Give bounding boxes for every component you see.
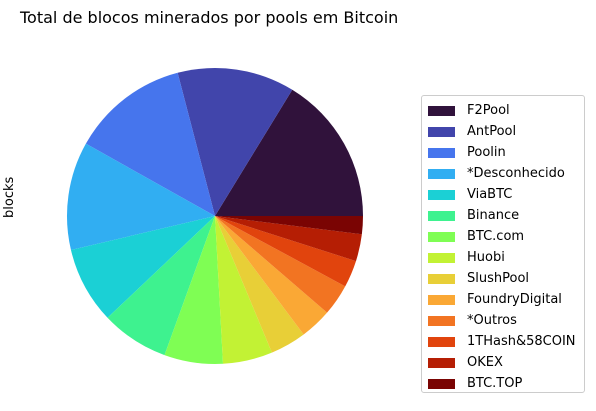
- pie-slice-huobi: [215, 216, 272, 364]
- pie-slice-desconhecido: [66, 143, 215, 251]
- legend-swatch: [428, 336, 455, 347]
- legend-label: OKEX: [467, 355, 503, 370]
- legend-item: ViaBTC: [428, 184, 584, 205]
- legend-label: SlushPool: [467, 271, 530, 286]
- legend-swatch: [428, 315, 455, 326]
- legend-label: BTC.TOP: [467, 376, 523, 391]
- legend-label: Poolin: [467, 145, 506, 160]
- pie-slice-binance: [107, 216, 215, 356]
- legend-swatch: [428, 189, 455, 200]
- legend-swatch: [428, 273, 455, 284]
- legend-label: Huobi: [467, 250, 505, 265]
- legend-item: BTC.com: [428, 226, 584, 247]
- legend-label: AntPool: [467, 124, 517, 139]
- pie-slice-btc-top: [215, 216, 363, 235]
- legend-swatch: [428, 294, 455, 305]
- legend-swatch: [428, 105, 455, 116]
- legend-swatch: [428, 357, 455, 368]
- pie-slice-viabtc: [70, 216, 215, 318]
- legend-swatch: [428, 168, 455, 179]
- legend-item: Binance: [428, 205, 584, 226]
- legend-item: SlushPool: [428, 268, 584, 289]
- legend-item: *Outros: [428, 310, 584, 331]
- legend-item: Poolin: [428, 142, 584, 163]
- pie-slice-btc-com: [164, 216, 224, 364]
- legend-item: BTC.TOP: [428, 373, 584, 394]
- legend-label: F2Pool: [467, 103, 510, 118]
- legend-label: FoundryDigital: [467, 292, 562, 307]
- legend-item: *Desconhecido: [428, 163, 584, 184]
- legend-item: F2Pool: [428, 100, 584, 121]
- legend-label: *Outros: [467, 313, 517, 328]
- pie-slice-okex: [215, 216, 362, 262]
- pie-slice-poolin: [85, 72, 215, 216]
- legend-item: FoundryDigital: [428, 289, 584, 310]
- legend-item: AntPool: [428, 121, 584, 142]
- legend-item: Huobi: [428, 247, 584, 268]
- legend-item: OKEX: [428, 352, 584, 373]
- legend-label: BTC.com: [467, 229, 525, 244]
- legend-swatch: [428, 252, 455, 263]
- legend-item: 1THash&58COIN: [428, 331, 584, 352]
- legend-swatch: [428, 231, 455, 242]
- pie-slice-antpool: [177, 68, 293, 217]
- pie-slice-foundrydigital: [215, 216, 328, 335]
- pie-slice-1thash-58coin: [215, 216, 356, 287]
- chart-title: Total de blocos minerados por pools em B…: [20, 8, 399, 27]
- legend: F2Pool AntPool Poolin *Desconhecido ViaBTC Bi…: [421, 95, 585, 393]
- legend-swatch: [428, 378, 455, 389]
- legend-swatch: [428, 126, 455, 137]
- legend-swatch: [428, 210, 455, 221]
- pie-slice-outros: [215, 216, 346, 313]
- legend-swatch: [428, 147, 455, 158]
- pie-slice-slushpool: [215, 216, 304, 353]
- pie-slice-f2pool: [215, 89, 363, 216]
- legend-label: *Desconhecido: [467, 166, 565, 181]
- legend-label: Binance: [467, 208, 520, 223]
- legend-label: 1THash&58COIN: [467, 334, 576, 349]
- legend-label: ViaBTC: [467, 187, 513, 202]
